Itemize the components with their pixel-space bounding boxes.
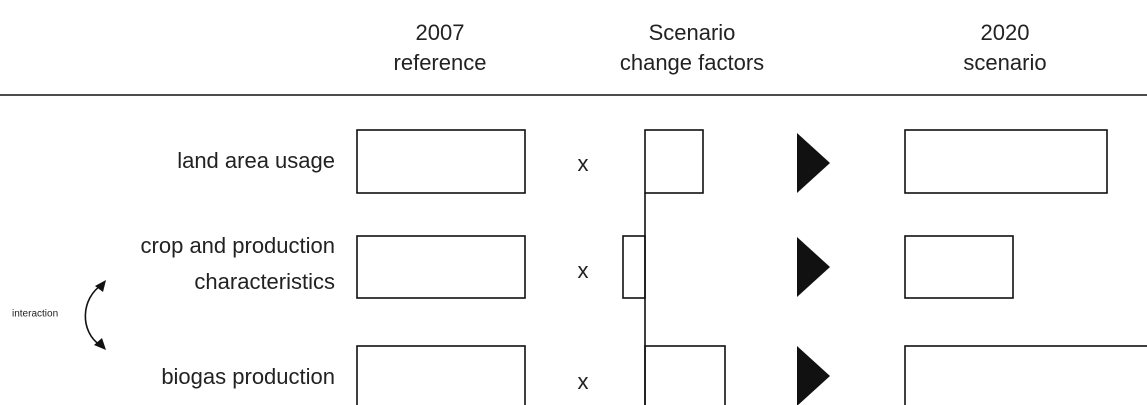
header: 2020: [981, 20, 1030, 45]
scenario-box: [904, 345, 1147, 405]
interaction-arrow: [84, 283, 104, 346]
arrow: [797, 133, 830, 193]
reference-box: [356, 129, 526, 194]
interaction-label: interaction: [12, 309, 58, 320]
reference-box: [356, 345, 526, 405]
arrow-head: [94, 338, 106, 350]
operator: x: [578, 258, 589, 283]
header: reference: [394, 50, 487, 75]
row-label: land area usage: [177, 148, 335, 173]
factor-box: [622, 235, 646, 299]
factor-box: [644, 129, 704, 194]
arrow: [797, 237, 830, 297]
header: scenario: [963, 50, 1046, 75]
row-label: characteristics: [194, 269, 335, 294]
scenario-box: [904, 235, 1014, 299]
header: change factors: [620, 50, 764, 75]
row-label: crop and production: [141, 233, 335, 258]
operator: x: [578, 369, 589, 394]
arrow: [797, 346, 830, 405]
header: Scenario: [649, 20, 736, 45]
factor-box: [644, 345, 726, 405]
reference-box: [356, 235, 526, 299]
operator: x: [578, 151, 589, 176]
scenario-box: [904, 129, 1108, 194]
row-label: biogas production: [161, 364, 335, 389]
arrow-head: [95, 280, 106, 292]
header: 2007: [416, 20, 465, 45]
